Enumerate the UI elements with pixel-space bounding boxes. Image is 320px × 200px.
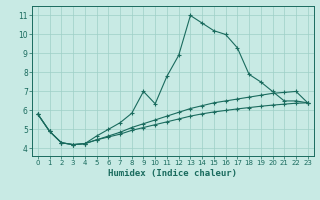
X-axis label: Humidex (Indice chaleur): Humidex (Indice chaleur) [108,169,237,178]
